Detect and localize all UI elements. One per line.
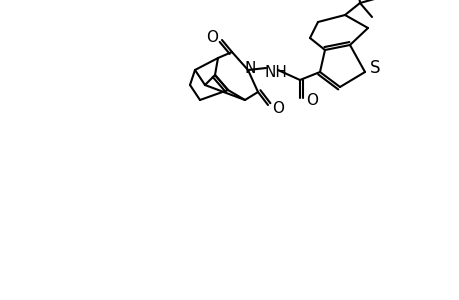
Text: N: N	[244, 61, 255, 76]
Text: O: O	[206, 29, 218, 44]
Text: O: O	[271, 100, 283, 116]
Text: S: S	[369, 59, 380, 77]
Text: NH: NH	[264, 64, 287, 80]
Text: O: O	[305, 92, 317, 107]
